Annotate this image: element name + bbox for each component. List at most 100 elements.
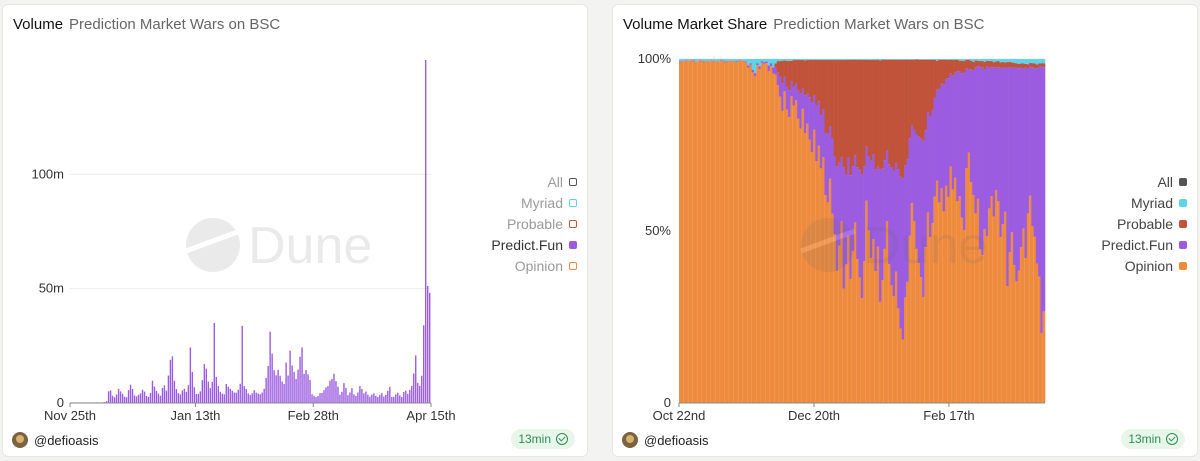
area-segment-myriad [890,59,893,60]
area-segment-opinion [726,61,730,403]
legend-label: Myriad [1130,194,1173,211]
area-segment-predictfun [922,140,925,298]
area-segment-opinion [776,85,780,403]
chart-title: Volume [13,16,64,33]
author[interactable]: @defioasis [622,432,709,448]
area-segment-myriad [933,59,937,60]
legend-item-myriad[interactable]: Myriad [1101,192,1187,213]
area-segment-myriad [733,59,737,62]
area-segment-probable [974,60,978,68]
area-segment-probable [1022,63,1025,69]
area-segment-opinion [1024,257,1028,403]
bar [377,397,379,403]
area-segment-predictfun [767,65,771,72]
x-tick-label: Nov 25th [44,408,96,423]
area-segment-predictfun [840,157,843,222]
area-segment-probable [851,59,855,167]
area-segment-opinion [935,180,939,403]
y-tick-label: 0 [664,395,671,410]
bar [373,393,375,403]
area-segment-myriad [944,59,948,60]
bar [305,370,307,403]
legend-item-opinion[interactable]: Opinion [1101,255,1187,276]
bar [391,397,393,403]
area-segment-opinion [704,60,707,403]
legend-label: Myriad [520,194,563,211]
area-segment-predictfun [799,93,803,129]
area-segment-probable [1001,62,1005,68]
area-segment-predictfun [910,125,914,204]
volume-card: Volume Prediction Market Wars on BSC 0 50m… [2,4,588,457]
area-segment-myriad [1033,59,1037,64]
bar [161,387,164,403]
bar [219,391,221,403]
bar [309,379,311,403]
area-segment-probable [826,60,830,134]
area-segment-myriad [1040,59,1044,64]
area-segment-myriad [740,59,743,61]
legend-item-predict-fun[interactable]: Predict.Fun [1101,234,1187,255]
avatar [12,432,28,448]
legend-item-probable[interactable]: Probable [1101,213,1187,234]
legend-item-predict-fun[interactable]: Predict.Fun [491,234,577,255]
area-segment-opinion [697,61,700,404]
area-segment-opinion [722,60,725,403]
area-segment-opinion [872,239,875,403]
bar [119,391,122,403]
area-segment-opinion [858,277,862,403]
market-share-area-chart: 0 50% 100% Dune Oct 22nd Dec 20th Feb 17th [638,51,1046,423]
area-segment-myriad [747,59,750,66]
area-segment-probable [997,61,1000,68]
legend-item-opinion[interactable]: Opinion [491,255,577,276]
bar [341,391,343,403]
area-segment-probable [808,60,812,98]
bar [359,386,361,403]
area-segment-opinion [972,195,975,403]
area-segment-opinion [951,189,955,403]
area-segment-predictfun [824,132,828,196]
bar [159,395,162,403]
area-segment-probable [806,60,809,94]
area-segment-predictfun [990,66,994,197]
area-segment-predictfun [904,165,907,298]
area-segment-myriad [683,59,687,61]
author[interactable]: @defioasis [12,432,99,448]
area-segment-probable [869,60,873,161]
area-segment-opinion [1017,270,1021,403]
area-segment-myriad [758,59,762,67]
bar [247,393,249,403]
area-segment-probable [824,60,828,133]
legend-item-myriad[interactable]: Myriad [491,192,577,213]
area-segment-predictfun [849,175,853,280]
legend-item-all[interactable]: All [1101,171,1187,192]
refresh-badge[interactable]: 13min [511,429,575,449]
area-segment-opinion [772,73,775,403]
bar [405,390,407,403]
area-segment-probable [1026,64,1030,69]
area-segment-myriad [976,59,980,61]
area-segment-opinion [867,230,871,403]
area-segment-opinion [699,60,703,403]
legend-item-all[interactable]: All [491,171,577,192]
area-segment-opinion [842,288,846,403]
bar [229,388,231,403]
bar [367,394,369,403]
refresh-badge[interactable]: 13min [1121,429,1185,449]
area-segment-probable [915,59,918,134]
area-segment-predictfun [1033,68,1037,237]
area-segment-predictfun [713,61,716,62]
area-segment-probable [888,59,891,165]
area-segment-opinion [835,270,839,403]
bar [147,396,150,403]
area-segment-myriad [985,59,989,61]
area-segment-myriad [744,59,748,62]
area-segment-predictfun [869,160,873,259]
area-segment-probable [935,60,939,90]
x-tick-label: Dec 20th [788,408,840,423]
area-segment-myriad [876,59,880,60]
legend-item-probable[interactable]: Probable [491,213,577,234]
bar [299,356,301,403]
area-segment-myriad [940,59,943,60]
bar [137,394,140,403]
bar [249,395,251,403]
